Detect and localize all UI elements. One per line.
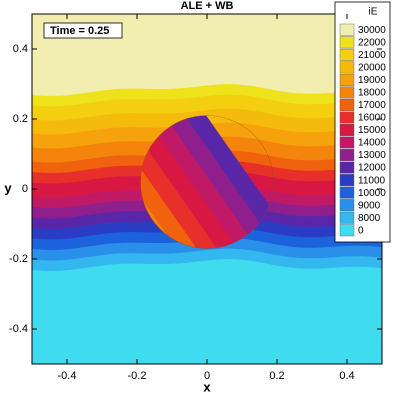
colorbar-title: iE	[369, 7, 378, 18]
colorbar-swatch	[339, 36, 355, 49]
colorbar-label: 14000	[358, 138, 386, 149]
bubble-band	[140, 115, 258, 249]
y-tick-label: 0.4	[13, 43, 28, 55]
annotation-box	[43, 22, 123, 39]
colorbar-label: 10000	[358, 188, 386, 199]
colorbar-label: 8000	[358, 213, 381, 224]
y-tick-label: 0	[22, 183, 28, 195]
colorbar-label: 12000	[358, 163, 386, 174]
colorbar-swatch	[339, 61, 355, 74]
colorbar-label: 16000	[358, 113, 386, 124]
colorbar-label: 18000	[358, 88, 386, 99]
colorbar-swatch	[339, 23, 355, 36]
colorbar-swatch	[339, 211, 355, 224]
colorbar-label: 9000	[358, 200, 381, 211]
x-tick-label: 0	[204, 370, 210, 382]
colorbar-swatch	[339, 136, 355, 149]
colorbar-label: 13000	[358, 150, 386, 161]
annotation: Time = 0.25	[50, 25, 109, 37]
bubble-band	[162, 115, 274, 249]
colorbar-label: 19000	[358, 75, 386, 86]
colorbar-swatch	[339, 124, 355, 136]
colorbar-label: 17000	[358, 100, 386, 111]
x-tick-label: 0.4	[339, 370, 354, 382]
bubble-band	[140, 120, 231, 249]
chart-title: ALE + WB	[181, 0, 234, 12]
colorbar-swatch	[339, 199, 355, 212]
colorbar-label: 15000	[358, 125, 386, 136]
colorbar-swatch	[339, 149, 355, 162]
x-axis-label: x	[203, 379, 211, 394]
colorbar-label: 21000	[358, 50, 386, 61]
x-tick-label: -0.2	[128, 370, 147, 382]
colorbar-label: 20000	[358, 62, 386, 73]
colorbar-swatch	[339, 161, 355, 174]
contour-field	[32, 14, 382, 364]
bubble-band	[148, 115, 274, 249]
y-tick-label: -0.4	[9, 323, 28, 335]
colorbar-swatch	[339, 48, 355, 61]
colorbar-swatch	[339, 86, 355, 99]
y-tick-label: -0.2	[9, 253, 28, 265]
y-tick-label: 0.2	[13, 113, 28, 125]
colorbar-swatch	[339, 98, 355, 111]
colorbar-swatch	[339, 174, 355, 187]
x-tick-label: 0.2	[269, 370, 284, 382]
colorbar-label: 11000	[358, 175, 386, 186]
colorbar-swatch	[339, 224, 355, 237]
colorbar-swatch	[339, 111, 355, 124]
bubble-edge	[140, 115, 274, 249]
x-tick-label: -0.4	[58, 370, 77, 382]
colorbar-swatch	[339, 186, 355, 199]
colorbar-swatch	[339, 73, 355, 86]
contour-band	[32, 259, 382, 364]
colorbar-label: 0	[358, 225, 364, 236]
colorbar-label: 22000	[358, 37, 386, 48]
y-axis-label: y	[4, 180, 12, 195]
colorbar-label: 30000	[358, 25, 386, 36]
bubble-band	[140, 115, 272, 249]
